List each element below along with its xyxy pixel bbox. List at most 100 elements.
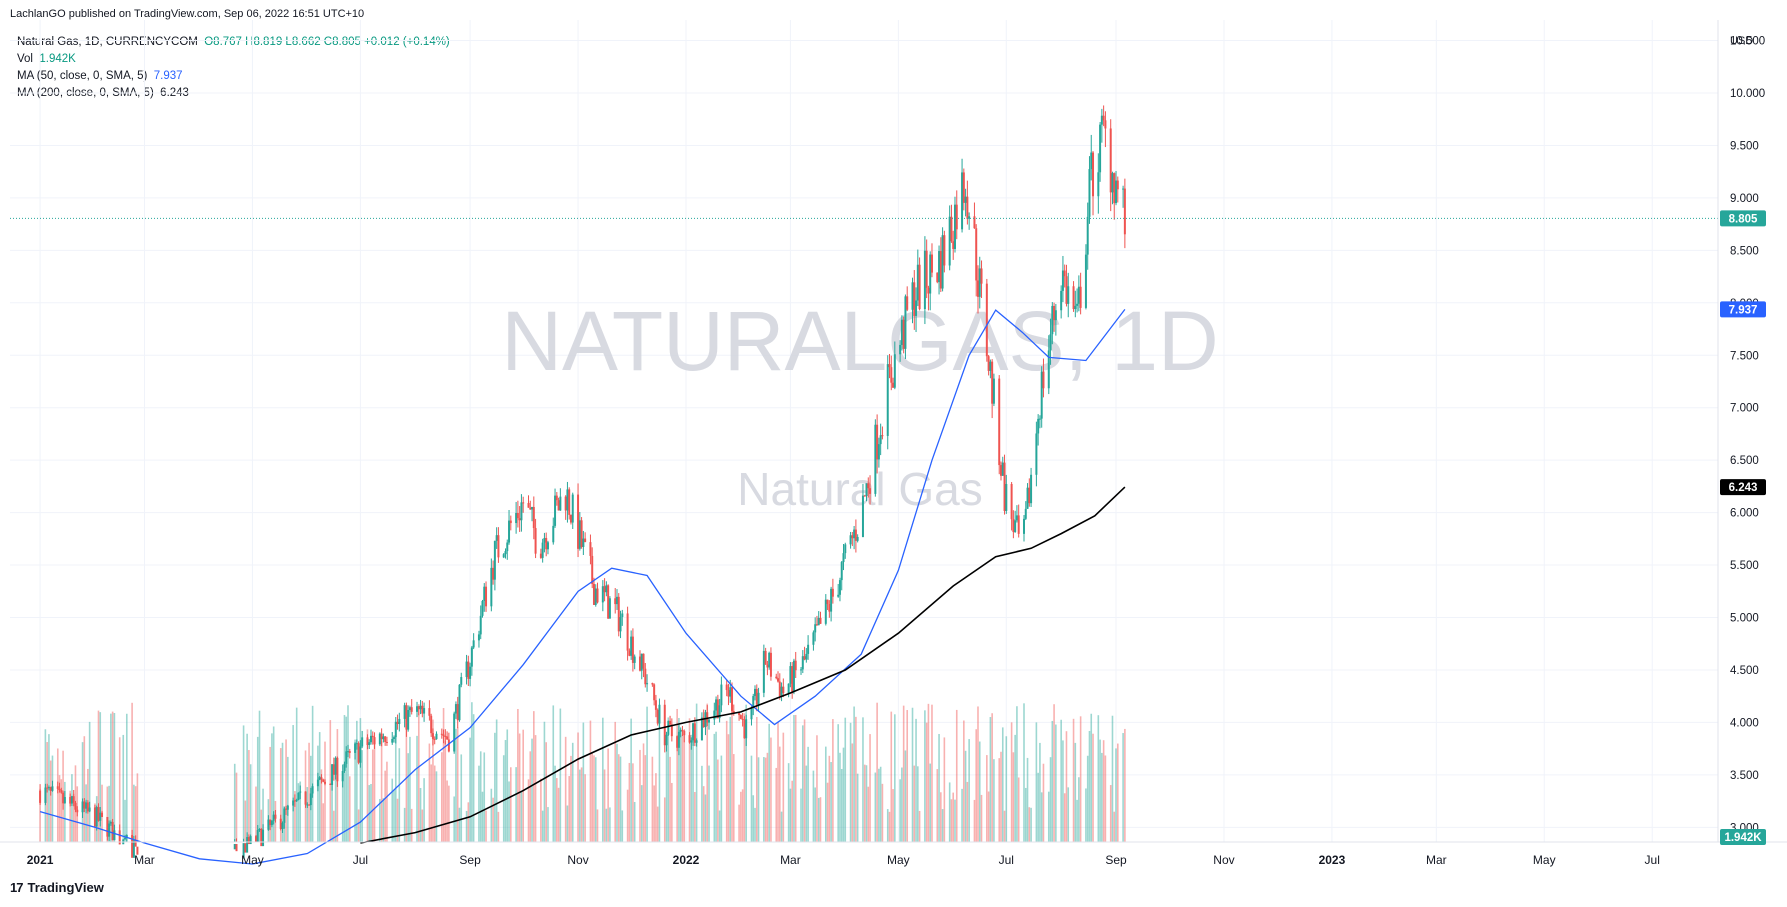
candle-body bbox=[1122, 188, 1125, 190]
volume-bar bbox=[419, 787, 422, 842]
candle-body bbox=[578, 520, 581, 549]
time-tick-label: Mar bbox=[1426, 853, 1447, 867]
volume-bar bbox=[577, 732, 579, 842]
volume-bar bbox=[508, 781, 510, 842]
volume-bar bbox=[113, 712, 116, 842]
volume-bar bbox=[255, 786, 257, 842]
candle-body bbox=[876, 424, 879, 460]
volume-bar bbox=[855, 716, 857, 842]
volume-bar bbox=[269, 746, 271, 842]
candle-body bbox=[752, 696, 755, 708]
ma50-badge-bg bbox=[1720, 301, 1766, 318]
volume-bar bbox=[485, 810, 487, 842]
legend-volume-label: Vol bbox=[17, 53, 33, 65]
volume-bar bbox=[1122, 733, 1124, 842]
volume-bar bbox=[940, 792, 942, 842]
candle-body bbox=[916, 264, 919, 301]
volume-bar bbox=[1111, 715, 1114, 842]
tradingview-logo[interactable]: 17 TradingView bbox=[10, 880, 104, 895]
legend-volume-row[interactable]: Vol 1.942K bbox=[17, 51, 450, 68]
volume-bar bbox=[531, 738, 533, 842]
volume-bar bbox=[766, 752, 769, 842]
volume-bar bbox=[556, 778, 558, 842]
legend-ma50-row[interactable]: MA (50, close, 0, SMA, 5) 7.937 bbox=[17, 68, 450, 85]
volume-bar bbox=[755, 716, 758, 842]
volume-bar bbox=[460, 754, 463, 842]
volume-bar bbox=[133, 784, 135, 842]
candle-body bbox=[557, 500, 560, 511]
candle-body bbox=[419, 705, 422, 710]
volume-bars bbox=[39, 702, 1126, 842]
candle-body bbox=[708, 719, 711, 723]
volume-bar bbox=[287, 756, 289, 842]
price-tick-label: 10.500 bbox=[1730, 36, 1765, 48]
candle-body bbox=[874, 424, 877, 494]
candle-body bbox=[881, 435, 884, 437]
candle-body bbox=[74, 802, 77, 810]
volume-bar bbox=[690, 734, 693, 842]
volume-bar bbox=[991, 713, 993, 842]
candle-body bbox=[529, 507, 532, 510]
volume-bar bbox=[366, 729, 369, 842]
volume-bar bbox=[1102, 740, 1105, 842]
tradingview-logo-icon: 17 bbox=[10, 880, 24, 895]
volume-bar bbox=[410, 808, 413, 842]
volume-bar bbox=[655, 773, 657, 842]
volume-bar bbox=[244, 800, 247, 842]
volume-bar bbox=[757, 757, 760, 842]
candle-body bbox=[989, 361, 992, 371]
volume-bar bbox=[458, 807, 461, 842]
volume-bar bbox=[941, 809, 944, 842]
candle-body bbox=[469, 666, 472, 679]
volume-bar bbox=[433, 765, 436, 842]
volume-bar bbox=[554, 765, 556, 842]
candle-body bbox=[552, 525, 555, 543]
volume-bar bbox=[292, 725, 294, 842]
candle-body bbox=[1088, 169, 1091, 217]
candle-body bbox=[97, 807, 100, 821]
candle-body bbox=[851, 535, 854, 539]
candle-body bbox=[472, 640, 475, 648]
candle-body bbox=[631, 636, 634, 663]
candle-body bbox=[1102, 115, 1105, 121]
candle-body bbox=[968, 216, 971, 219]
volume-bar bbox=[642, 743, 645, 842]
volume-bar bbox=[842, 747, 845, 842]
volume-bar bbox=[97, 710, 100, 842]
volume-bar bbox=[894, 714, 896, 842]
volume-bar bbox=[580, 767, 583, 842]
legend-symbol-row: Natural Gas, 1D, CURRENCYCOM O8.767 H8.8… bbox=[17, 34, 450, 51]
volume-bar bbox=[118, 737, 121, 842]
volume-bar bbox=[683, 731, 686, 842]
candle-body bbox=[481, 600, 484, 616]
candle-body bbox=[515, 512, 518, 524]
candle-body bbox=[355, 743, 358, 745]
volume-bar bbox=[853, 706, 855, 842]
candle-body bbox=[410, 707, 413, 712]
volume-bar bbox=[1063, 793, 1066, 842]
candle-body bbox=[329, 783, 332, 786]
volume-bar bbox=[1092, 733, 1094, 842]
volume-bar bbox=[1026, 757, 1029, 842]
candle-body bbox=[51, 786, 54, 791]
volume-bar bbox=[1062, 740, 1064, 842]
candle-body bbox=[700, 717, 703, 741]
candle-body bbox=[886, 364, 889, 436]
candle-body bbox=[780, 686, 783, 697]
candle-body bbox=[801, 656, 804, 670]
volume-bar bbox=[688, 718, 691, 842]
candle-body bbox=[838, 580, 841, 595]
ma50-badge: 7.937 bbox=[1729, 304, 1758, 316]
volume-bar bbox=[547, 807, 549, 842]
candle-body bbox=[807, 644, 810, 654]
candle-body bbox=[348, 751, 351, 753]
candle-body bbox=[479, 615, 482, 635]
time-tick-label: May bbox=[241, 853, 264, 867]
volume-bar bbox=[901, 767, 903, 842]
candle-body bbox=[976, 280, 979, 297]
candle-body bbox=[619, 616, 622, 632]
price-tick-label: 3.500 bbox=[1730, 770, 1759, 782]
candle-body bbox=[646, 683, 649, 685]
candle-body bbox=[1017, 515, 1020, 534]
